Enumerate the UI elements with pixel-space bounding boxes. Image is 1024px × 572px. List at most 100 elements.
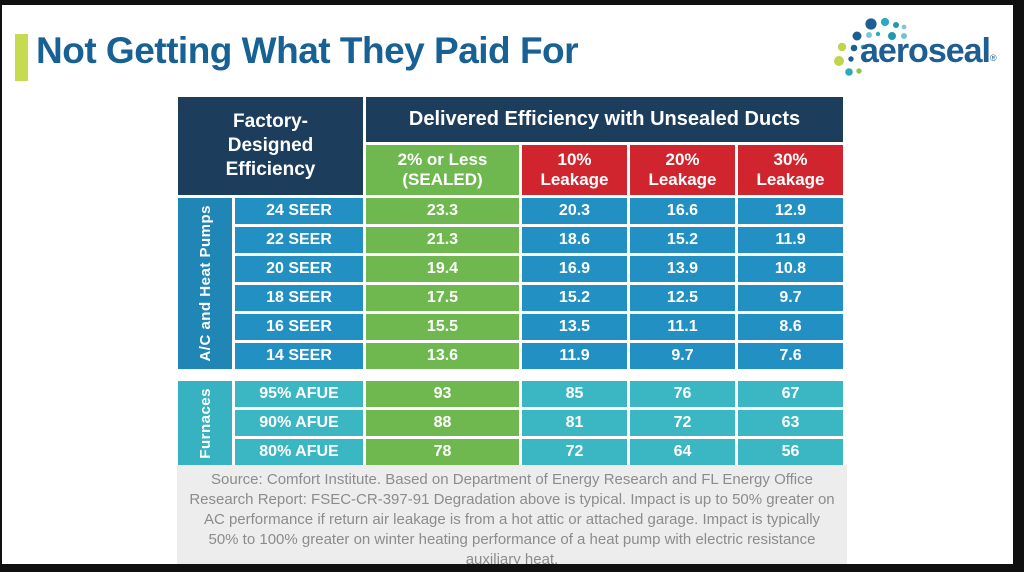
table-row-label: 22 SEER (235, 227, 363, 253)
table-column-header-3-label: 30% Leakage (756, 149, 825, 189)
table-value-cell: 21.3 (366, 227, 519, 253)
table-value-cell-label: 9.7 (671, 347, 694, 364)
table-row-label-label: 18 SEER (266, 289, 332, 306)
table-value-cell: 7.6 (738, 343, 843, 369)
table-value-cell-label: 12.9 (774, 202, 807, 219)
table-value-cell: 88 (366, 410, 519, 436)
table-row-label: 24 SEER (235, 198, 363, 224)
table-value-cell: 85 (522, 381, 627, 407)
table-value-cell: 11.1 (630, 314, 735, 340)
table-row-label: 90% AFUE (235, 410, 363, 436)
letterbox-bar-right (1013, 0, 1024, 572)
table-value-cell: 10.8 (738, 256, 843, 282)
table-row-label-label: 14 SEER (266, 347, 332, 364)
table-row-label: 80% AFUE (235, 439, 363, 465)
table-row-label: 16 SEER (235, 314, 363, 340)
table-value-cell: 81 (522, 410, 627, 436)
table-value-cell: 64 (630, 439, 735, 465)
aeroseal-logo-wordmark: aeroseal® (860, 34, 997, 68)
table-value-cell: 20.3 (522, 198, 627, 224)
table-row-label: 95% AFUE (235, 381, 363, 407)
table-span-header: Delivered Efficiency with Unsealed Ducts (366, 97, 843, 142)
table-value-cell: 15.2 (630, 227, 735, 253)
table-value-cell-label: 13.6 (426, 347, 459, 364)
table-value-cell: 18.6 (522, 227, 627, 253)
table-value-cell: 13.9 (630, 256, 735, 282)
table-value-cell: 76 (630, 381, 735, 407)
table-value-cell-label: 18.6 (558, 231, 591, 248)
table-value-cell-label: 17.5 (426, 289, 459, 306)
table-value-cell-label: 85 (565, 385, 584, 402)
table-column-header-1-label: 10% Leakage (540, 149, 609, 189)
table-corner-header: Factory-Designed Efficiency (178, 97, 363, 195)
table-row-label: 18 SEER (235, 285, 363, 311)
table-value-cell-label: 15.2 (666, 231, 699, 248)
table-column-header-0: 2% or Less (SEALED) (366, 145, 519, 195)
table-value-cell: 15.5 (366, 314, 519, 340)
table-column-header-2: 20% Leakage (630, 145, 735, 195)
table-value-cell: 23.3 (366, 198, 519, 224)
table-value-cell-label: 11.1 (667, 318, 698, 335)
table-row-label-label: 95% AFUE (259, 385, 339, 402)
table-value-cell-label: 7.6 (779, 347, 802, 364)
table-value-cell-label: 15.2 (558, 289, 591, 306)
table-value-cell-label: 19.4 (426, 260, 459, 277)
table-row-label: 20 SEER (235, 256, 363, 282)
table-value-cell-label: 16.9 (558, 260, 591, 277)
table-value-cell-label: 13.5 (558, 318, 591, 335)
table-value-cell-label: 64 (673, 443, 692, 460)
source-note: Source: Comfort Institute. Based on Depa… (189, 471, 835, 564)
table-value-cell: 16.9 (522, 256, 627, 282)
letterbox-bar-left (0, 0, 2, 572)
letterbox-bar-bottom (0, 564, 1024, 572)
table-value-cell-label: 11.9 (775, 231, 806, 248)
table-value-cell: 63 (738, 410, 843, 436)
table-row-label-label: 16 SEER (266, 318, 332, 335)
aeroseal-logo-text: aeroseal (860, 32, 991, 70)
table-value-cell: 19.4 (366, 256, 519, 282)
table-value-cell: 72 (522, 439, 627, 465)
table-value-cell: 12.9 (738, 198, 843, 224)
table-group-label-label: A/C and Heat Pumps (196, 205, 214, 362)
table-row-label-label: 20 SEER (266, 260, 332, 277)
table-value-cell-label: 8.6 (779, 318, 802, 335)
table-row-label: 14 SEER (235, 343, 363, 369)
title-accent-bar (15, 34, 28, 81)
table-value-cell-label: 72 (673, 414, 692, 431)
table-value-cell-label: 76 (673, 385, 692, 402)
table-value-cell-label: 11.9 (559, 347, 590, 364)
table-value-cell-label: 13.9 (666, 260, 699, 277)
table-value-cell: 16.6 (630, 198, 735, 224)
table-value-cell-label: 9.7 (779, 289, 802, 306)
efficiency-table: Factory-Designed Efficiency Delivered Eff… (178, 97, 843, 465)
table-value-cell: 13.6 (366, 343, 519, 369)
table-column-header-2-label: 20% Leakage (648, 149, 717, 189)
table-value-cell-label: 21.3 (426, 231, 459, 248)
table-value-cell-label: 20.3 (558, 202, 591, 219)
table-value-cell: 93 (366, 381, 519, 407)
table-value-cell: 67 (738, 381, 843, 407)
page-title: Not Getting What They Paid For (36, 30, 579, 71)
table-row-label-label: 80% AFUE (259, 443, 339, 460)
table-value-cell: 56 (738, 439, 843, 465)
table-value-cell: 13.5 (522, 314, 627, 340)
table-column-header-0-label: 2% or Less (SEALED) (397, 149, 488, 189)
table-value-cell: 78 (366, 439, 519, 465)
table-value-cell: 8.6 (738, 314, 843, 340)
table-corner-header-label: Factory-Designed Efficiency (225, 111, 316, 180)
table-value-cell-label: 88 (433, 414, 452, 431)
table-row-label-label: 22 SEER (266, 231, 332, 248)
table-group-label-label: Furnaces (196, 387, 214, 459)
table-value-cell: 11.9 (522, 343, 627, 369)
table-value-cell-label: 16.6 (666, 202, 699, 219)
table-row-label-label: 90% AFUE (259, 414, 339, 431)
table-value-cell-label: 10.8 (774, 260, 807, 277)
table-value-cell-label: 67 (781, 385, 800, 402)
registered-trademark-symbol: ® (990, 53, 997, 63)
table-value-cell-label: 72 (565, 443, 584, 460)
table-value-cell: 15.2 (522, 285, 627, 311)
table-value-cell-label: 78 (433, 443, 452, 460)
table-value-cell-label: 56 (781, 443, 800, 460)
table-value-cell-label: 93 (433, 385, 452, 402)
table-value-cell-label: 12.5 (666, 289, 699, 306)
